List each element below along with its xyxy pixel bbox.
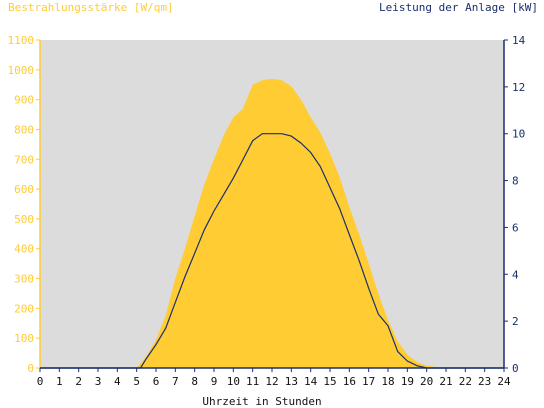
y-left-tick-label: 800	[14, 123, 34, 136]
x-tick-label: 8	[191, 375, 198, 388]
y-left-tick-label: 400	[14, 243, 34, 256]
x-tick-label: 3	[95, 375, 102, 388]
y-left-tick-label: 1100	[8, 34, 35, 47]
y-right-tick-label: 6	[512, 221, 519, 234]
y-left-tick-label: 200	[14, 302, 34, 315]
x-tick-label: 16	[343, 375, 356, 388]
x-tick-label: 19	[401, 375, 414, 388]
x-tick-label: 6	[153, 375, 160, 388]
y-left-tick-label: 700	[14, 153, 34, 166]
y-right-tick-label: 14	[512, 34, 526, 47]
x-tick-label: 23	[478, 375, 491, 388]
y-right-tick-label: 8	[512, 175, 519, 188]
x-tick-label: 0	[37, 375, 44, 388]
y-left-tick-label: 0	[27, 362, 34, 375]
x-tick-label: 7	[172, 375, 179, 388]
x-tick-label: 22	[459, 375, 472, 388]
y-right-tick-label: 0	[512, 362, 519, 375]
y-right-tick-label: 4	[512, 268, 519, 281]
y-left-tick-label: 500	[14, 213, 34, 226]
y-right-tick-label: 12	[512, 81, 525, 94]
x-axis-title: Uhrzeit in Stunden	[202, 395, 321, 408]
y-left-tick-label: 300	[14, 273, 34, 286]
y-left-tick-label: 100	[14, 332, 34, 345]
x-tick-label: 13	[285, 375, 298, 388]
y-right-tick-label: 10	[512, 128, 525, 141]
right-axis-title: Leistung der Anlage [kW]	[379, 1, 538, 14]
left-axis-title: Bestrahlungsstärke [W/qm]	[8, 1, 174, 14]
x-tick-label: 20	[420, 375, 433, 388]
x-tick-label: 5	[133, 375, 140, 388]
y-right-tick-label: 2	[512, 315, 519, 328]
x-tick-label: 24	[497, 375, 511, 388]
x-tick-label: 15	[323, 375, 336, 388]
x-tick-label: 9	[211, 375, 218, 388]
x-tick-label: 1	[56, 375, 63, 388]
y-left-tick-label: 600	[14, 183, 34, 196]
x-tick-label: 17	[362, 375, 375, 388]
x-tick-label: 2	[75, 375, 82, 388]
x-tick-label: 10	[227, 375, 240, 388]
series-power-line	[40, 133, 504, 369]
x-tick-label: 18	[381, 375, 394, 388]
x-tick-label: 4	[114, 375, 121, 388]
y-left-tick-label: 900	[14, 94, 34, 107]
x-tick-label: 11	[246, 375, 259, 388]
x-tick-label: 14	[304, 375, 318, 388]
y-left-tick-label: 1000	[8, 64, 35, 77]
x-tick-label: 21	[439, 375, 452, 388]
x-tick-label: 12	[265, 375, 278, 388]
series-irradiance-area	[40, 78, 504, 369]
